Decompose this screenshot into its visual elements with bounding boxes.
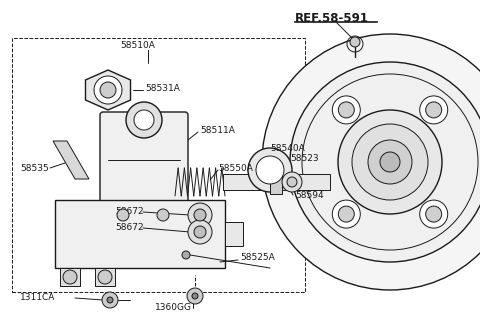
Circle shape [338, 206, 354, 222]
Text: 58672: 58672 [115, 208, 144, 216]
Bar [12, 38, 305, 292]
Circle shape [338, 110, 442, 214]
Circle shape [248, 148, 292, 192]
Bar [55, 200, 225, 268]
Circle shape [134, 110, 154, 130]
Circle shape [262, 34, 480, 290]
Circle shape [332, 200, 360, 228]
Text: REF.58-591: REF.58-591 [295, 12, 369, 25]
Bar [95, 268, 115, 286]
Circle shape [194, 209, 206, 221]
Circle shape [380, 152, 400, 172]
Circle shape [194, 226, 206, 238]
Circle shape [98, 270, 112, 284]
Circle shape [426, 206, 442, 222]
Circle shape [188, 220, 212, 244]
Circle shape [350, 37, 360, 47]
Circle shape [282, 172, 302, 192]
Circle shape [290, 62, 480, 262]
Text: 58672: 58672 [115, 223, 144, 232]
Bar [223, 174, 330, 190]
Text: 58511A: 58511A [200, 125, 235, 134]
Text: 1360GG: 1360GG [155, 303, 192, 312]
Circle shape [157, 209, 169, 221]
Text: 58535: 58535 [20, 163, 49, 173]
Polygon shape [85, 70, 131, 110]
Bar [270, 170, 282, 194]
Polygon shape [53, 141, 89, 179]
FancyBboxPatch shape [100, 112, 188, 206]
Circle shape [338, 102, 354, 118]
Text: 58523: 58523 [290, 153, 319, 162]
Text: 58525A: 58525A [240, 254, 275, 263]
Circle shape [352, 124, 428, 200]
Text: 58540A: 58540A [270, 143, 305, 152]
Text: 58510A: 58510A [120, 41, 155, 49]
Circle shape [426, 102, 442, 118]
Text: 1311CA: 1311CA [20, 293, 55, 302]
Circle shape [192, 293, 198, 299]
Circle shape [94, 76, 122, 104]
Circle shape [182, 251, 190, 259]
Circle shape [420, 200, 448, 228]
Circle shape [187, 288, 203, 304]
Circle shape [100, 82, 116, 98]
Circle shape [107, 297, 113, 303]
Bar [60, 268, 80, 286]
Circle shape [63, 270, 77, 284]
Circle shape [332, 96, 360, 124]
Text: 58594: 58594 [295, 191, 324, 200]
Circle shape [126, 102, 162, 138]
Text: 58550A: 58550A [218, 163, 253, 173]
Circle shape [188, 203, 212, 227]
Circle shape [117, 209, 129, 221]
Circle shape [368, 140, 412, 184]
Bar [225, 222, 243, 246]
Circle shape [287, 177, 297, 187]
Circle shape [420, 96, 448, 124]
Circle shape [102, 292, 118, 308]
Circle shape [256, 156, 284, 184]
Text: 58531A: 58531A [145, 84, 180, 93]
